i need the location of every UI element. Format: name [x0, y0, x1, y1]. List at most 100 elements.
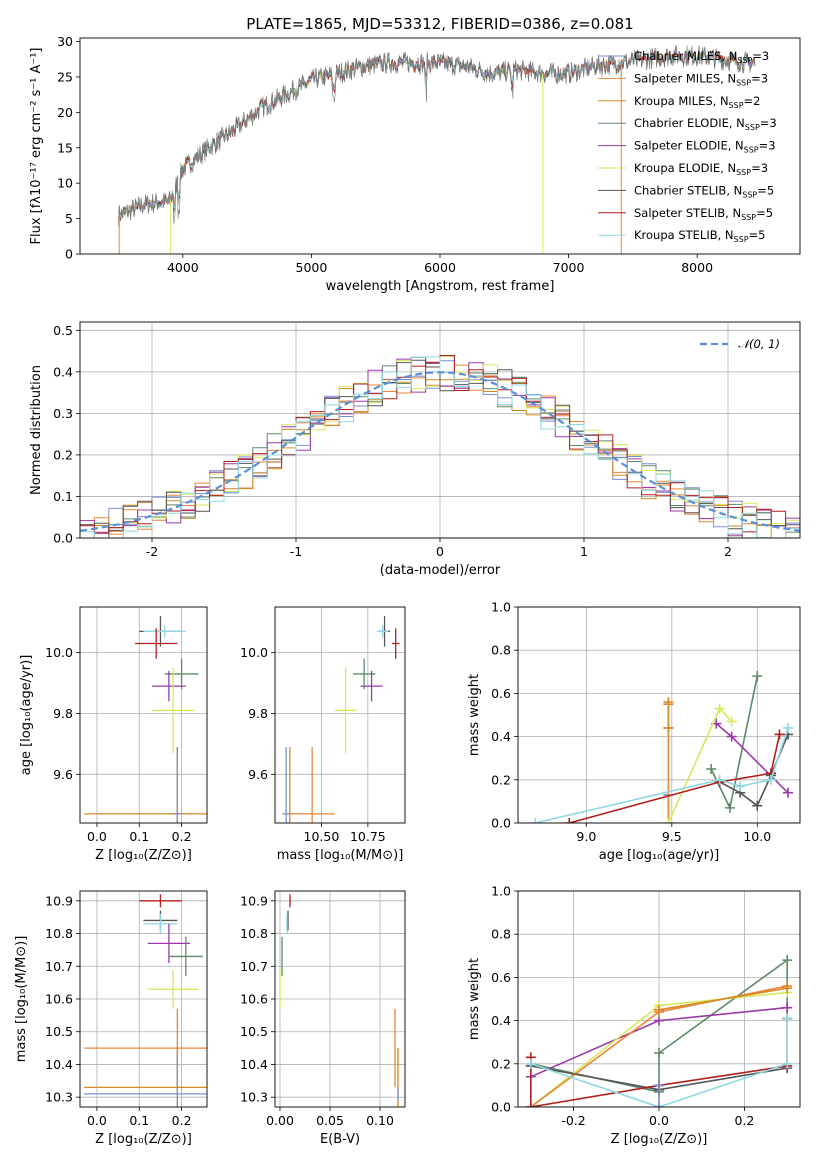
x-tick-label: 0.0 [649, 1113, 669, 1128]
legend: Chabrier MILES, NSSP=3 Salpeter MILES, NS… [598, 49, 777, 244]
y-tick-label: 0.0 [53, 531, 73, 546]
y-tick-label: 10.4 [45, 1057, 73, 1072]
legend-label: Kroupa ELODIE, NSSP=3 [634, 161, 768, 177]
weight-line-salpeter-stelib [530, 1057, 788, 1107]
x-tick-label: 5000 [296, 260, 328, 275]
subplot-6: 0.0 0.1 0.2 10.3 10.4 10.5 10.6 10.7 10.8 10.9 Z [… [14, 890, 208, 1147]
plot-area [80, 607, 207, 823]
x-tick-label: 0.10 [366, 1113, 394, 1128]
x-axis-label: Z [log₁₀(Z/Z⊙)] [611, 1132, 708, 1147]
x-tick-label: 7000 [553, 260, 585, 275]
normal-curve [80, 371, 800, 532]
weight-marker-kroupa-elodie [714, 703, 725, 714]
axes-frame [79, 890, 208, 1108]
y-tick-label: 25 [57, 69, 73, 84]
weight-marker-kroupa-stelib [782, 1013, 793, 1024]
y-tick-label: 9.6 [53, 767, 73, 782]
spectrum-observed [118, 44, 756, 227]
legend-label: Salpeter MILES, NSSP=3 [634, 71, 768, 87]
y-tick-label: 10.8 [45, 926, 73, 941]
y-tick-label: 0.0 [491, 816, 511, 831]
x-tick-label: 9.5 [662, 829, 682, 844]
y-tick-label: 0.2 [53, 447, 73, 462]
weight-marker-salpeter-stelib [564, 818, 575, 823]
y-axis-label: Flux [fλ10⁻¹⁷ erg cm⁻² s⁻¹ A⁻¹] [29, 48, 44, 245]
x-tick-label: 10.0 [743, 829, 771, 844]
weight-marker-kroupa-stelib [525, 1058, 536, 1069]
x-axis-label: Z [log₁₀(Z/Z⊙)] [95, 848, 192, 863]
x-tick-label: 1 [580, 544, 588, 559]
y-tick-label: 1.0 [491, 600, 511, 615]
subplot-1: 4000 5000 6000 7000 8000 0 5 10 15 20 25 30 waveleng… [29, 15, 801, 294]
axes-frame [274, 890, 406, 1108]
y-axis-label: mass [log₁₀(M/M⊙)] [14, 936, 29, 1063]
legend-label: Chabrier MILES, NSSP=3 [634, 49, 769, 65]
weight-marker-kroupa-stelib [735, 781, 746, 792]
y-tick-label: 9.8 [53, 706, 73, 721]
x-tick-label: 0.2 [172, 1113, 192, 1128]
weight-marker-chabrier-elodie [752, 671, 763, 682]
weight-marker-salpeter-stelib [774, 729, 785, 740]
weight-marker-kroupa-miles [654, 1004, 664, 1015]
y-tick-label: 0.1 [53, 489, 73, 504]
x-tick-label: 0.0 [87, 1113, 107, 1128]
axes-frame [274, 606, 406, 824]
y-tick-label: 10 [57, 176, 73, 191]
y-tick-label: 15 [57, 140, 73, 155]
weight-marker-chabrier-elodie [782, 955, 793, 966]
histogram-chabrier-stelib [80, 359, 800, 531]
legend-label: Salpeter STELIB, NSSP=5 [634, 206, 773, 222]
weight-marker-kroupa-elodie [726, 716, 737, 727]
y-tick-label: 0.6 [491, 686, 511, 701]
histogram-kroupa-elodie [80, 355, 800, 538]
x-tick-label: 0.00 [266, 1113, 294, 1128]
legend-label: Chabrier ELODIE, NSSP=3 [634, 116, 777, 132]
weight-marker-kroupa-miles [663, 722, 674, 733]
x-tick-label: 10.50 [304, 829, 340, 844]
y-tick-label: 10.5 [45, 1024, 73, 1039]
y-tick-label: 10.9 [240, 893, 268, 908]
y-tick-label: 0 [65, 247, 73, 262]
x-tick-label: 0.1 [129, 829, 149, 844]
y-tick-label: 10.7 [45, 959, 73, 974]
x-axis-label: E(B-V) [320, 1132, 360, 1147]
plot-area [275, 607, 405, 823]
plot-content [530, 671, 794, 823]
subplot-4: 10.50 10.75 9.6 9.8 10.0 mass [log₁₀(M/M⊙)] [240, 606, 406, 863]
plot-content [279, 894, 399, 1107]
plot-content [282, 616, 400, 823]
weight-marker-kroupa-stelib [782, 1058, 793, 1069]
x-tick-label: -0.2 [561, 1113, 585, 1128]
y-tick-label: 1.0 [491, 884, 511, 899]
weight-marker-chabrier-elodie [724, 802, 735, 813]
y-tick-label: 10.3 [240, 1090, 268, 1105]
weight-line-salpeter-stelib [569, 734, 781, 823]
y-tick-label: 30 [57, 34, 73, 49]
subplot-2: -2 -1 0 1 2 0.0 0.1 0.2 0.3 0.4 0.5 (data-model)/er… [29, 321, 801, 578]
y-tick-label: 20 [57, 105, 73, 120]
y-tick-label: 0.2 [491, 1056, 511, 1071]
subplot-5: 9.0 9.5 10.0 0.0 0.2 0.4 0.6 0.8 1.0 age [log₁₀(a… [467, 600, 801, 863]
x-tick-label: 8000 [681, 260, 713, 275]
plot-content [118, 44, 756, 254]
weight-marker-chabrier-miles [654, 1080, 664, 1091]
axes-frame [79, 321, 801, 539]
weight-marker-chabrier-elodie [654, 1048, 664, 1058]
y-tick-label: 0.3 [53, 406, 73, 421]
y-tick-label: 10.6 [45, 992, 73, 1007]
legend-label-normal: 𝒩(0, 1) [738, 337, 780, 351]
y-tick-label: 10.4 [240, 1057, 268, 1072]
x-tick-label: -2 [146, 544, 158, 559]
plot-content [80, 355, 800, 538]
y-axis-label: age [log₁₀(age/yr)] [19, 655, 34, 776]
y-tick-label: 5 [65, 211, 73, 226]
x-tick-label: 0.05 [316, 1113, 344, 1128]
x-tick-label: 6000 [424, 260, 456, 275]
y-tick-label: 0.5 [53, 323, 73, 338]
chart-title: PLATE=1865, MJD=53312, FIBERID=0386, z=0… [246, 15, 633, 33]
y-tick-label: 10.9 [45, 893, 73, 908]
weight-marker-kroupa-miles [663, 699, 674, 710]
plot-content [84, 616, 207, 823]
y-tick-label: 9.8 [248, 706, 268, 721]
